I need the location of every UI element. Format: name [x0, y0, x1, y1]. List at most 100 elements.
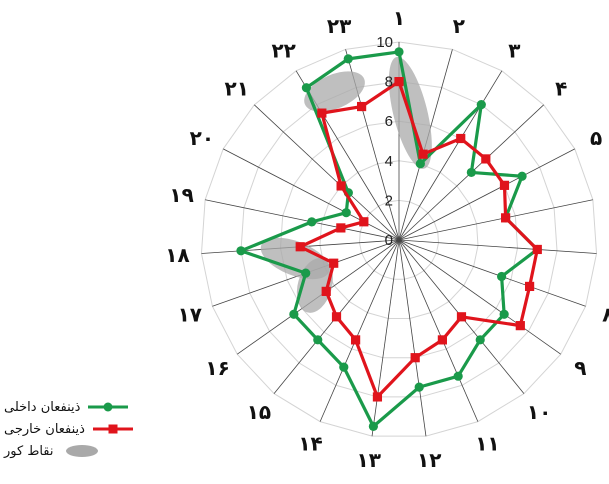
category-label: ۱۹	[169, 183, 193, 207]
data-point	[329, 258, 339, 268]
category-label: ۱۵	[247, 400, 271, 424]
grid-spoke	[398, 199, 593, 241]
grid-spoke	[398, 239, 597, 254]
data-point	[343, 54, 353, 64]
radial-tick-label: 10	[376, 34, 393, 51]
category-label: ۱۱	[475, 432, 499, 456]
legend-label-blind-spots: نقاط کور	[4, 443, 54, 459]
data-point	[321, 286, 331, 296]
category-label: ۲۱	[225, 76, 249, 100]
legend-item-internal: ذینفعان داخلی	[4, 396, 194, 418]
data-point	[341, 208, 351, 218]
data-point	[301, 268, 311, 278]
data-point	[307, 217, 317, 227]
data-point	[475, 335, 485, 345]
category-label: ۴	[555, 76, 567, 100]
legend: ذینفعان داخلی ذینفعان خارجی نقاط کور	[4, 396, 194, 462]
category-label: ۲	[453, 14, 465, 38]
data-point	[359, 217, 369, 227]
grid-spoke	[205, 199, 400, 241]
grid-ring	[240, 81, 558, 398]
data-point	[499, 180, 510, 190]
data-point	[524, 281, 535, 292]
data-point	[339, 362, 349, 372]
data-point	[236, 246, 246, 256]
grid-spoke	[398, 239, 586, 307]
data-point	[497, 271, 507, 282]
radial-tick-label: 4	[385, 153, 393, 170]
data-point	[357, 101, 367, 112]
grid-spoke	[398, 239, 479, 422]
data-point	[481, 154, 491, 164]
series-layer	[236, 47, 542, 431]
category-label: ۱	[393, 6, 405, 30]
radial-tick-label: 0	[385, 232, 393, 249]
data-point	[368, 421, 378, 431]
data-point	[466, 167, 476, 178]
grid-spoke	[223, 148, 400, 241]
data-point	[437, 335, 447, 345]
data-point	[295, 242, 305, 252]
data-point	[394, 47, 404, 57]
category-label: ۱۳	[357, 448, 381, 472]
data-point	[372, 392, 383, 402]
grid-spoke	[398, 239, 427, 437]
legend-label-internal: ذینفعان داخلی	[4, 399, 81, 415]
data-point	[336, 181, 346, 191]
data-point	[476, 100, 486, 110]
data-point	[394, 77, 404, 87]
legend-swatch-blind-spots	[65, 445, 98, 457]
data-point	[418, 149, 428, 159]
data-point	[532, 244, 542, 255]
category-label: ۱۴	[298, 432, 322, 456]
legend-item-blind-spots: نقاط کور	[4, 440, 194, 462]
category-label: ۲۰	[190, 126, 214, 150]
grid-spoke	[398, 70, 503, 241]
category-labels: ۱۲۳۴۵۶۷۸۹۱۰۱۱۱۲۱۳۱۴۱۵۱۶۱۷۱۸۱۹۲۰۲۱۲۲۲۳	[165, 6, 609, 472]
data-point	[456, 312, 467, 322]
category-label: ۲۲	[271, 38, 295, 62]
data-point	[501, 213, 511, 223]
data-point	[410, 353, 420, 363]
data-point	[453, 371, 463, 381]
data-point	[301, 83, 312, 93]
grid-ring	[200, 41, 598, 437]
data-point	[351, 335, 361, 345]
grid-spoke	[254, 104, 400, 241]
series-external	[295, 77, 542, 402]
category-label: ۸	[602, 302, 609, 326]
data-point	[331, 312, 342, 322]
category-label: ۱۷	[178, 302, 202, 326]
legend-item-external: ذینفعان خارجی	[4, 418, 194, 440]
legend-swatch-internal	[88, 402, 129, 412]
data-point	[415, 159, 425, 169]
data-point	[414, 382, 424, 392]
data-point	[317, 108, 327, 118]
category-label: ۱۲	[417, 448, 441, 472]
data-point	[313, 335, 323, 345]
category-label: ۳	[508, 38, 520, 62]
data-point	[289, 309, 299, 319]
legend-label-external: ذینفعان خارجی	[4, 421, 85, 437]
grid-spoke	[371, 239, 400, 437]
grid-spoke	[398, 148, 575, 241]
data-point	[515, 321, 525, 331]
radial-tick-label: 6	[385, 113, 393, 130]
category-label: ۱۶	[205, 356, 229, 380]
category-label: ۹	[574, 356, 586, 380]
chart-grid	[200, 41, 598, 437]
radial-tick-labels: 0 2 4 6 8 10	[376, 34, 393, 249]
grid-spoke	[319, 239, 400, 422]
data-point	[517, 171, 527, 181]
category-label: ۱۰	[527, 400, 551, 424]
grid-ring	[319, 160, 479, 319]
data-point	[499, 309, 509, 319]
grid-spoke	[398, 239, 561, 355]
radial-tick-label: 2	[385, 192, 393, 209]
category-label: ۱۸	[165, 243, 189, 267]
blind-spot-region	[304, 71, 365, 112]
category-label: ۲۳	[327, 14, 351, 38]
data-point	[456, 133, 466, 144]
data-point	[336, 223, 346, 233]
